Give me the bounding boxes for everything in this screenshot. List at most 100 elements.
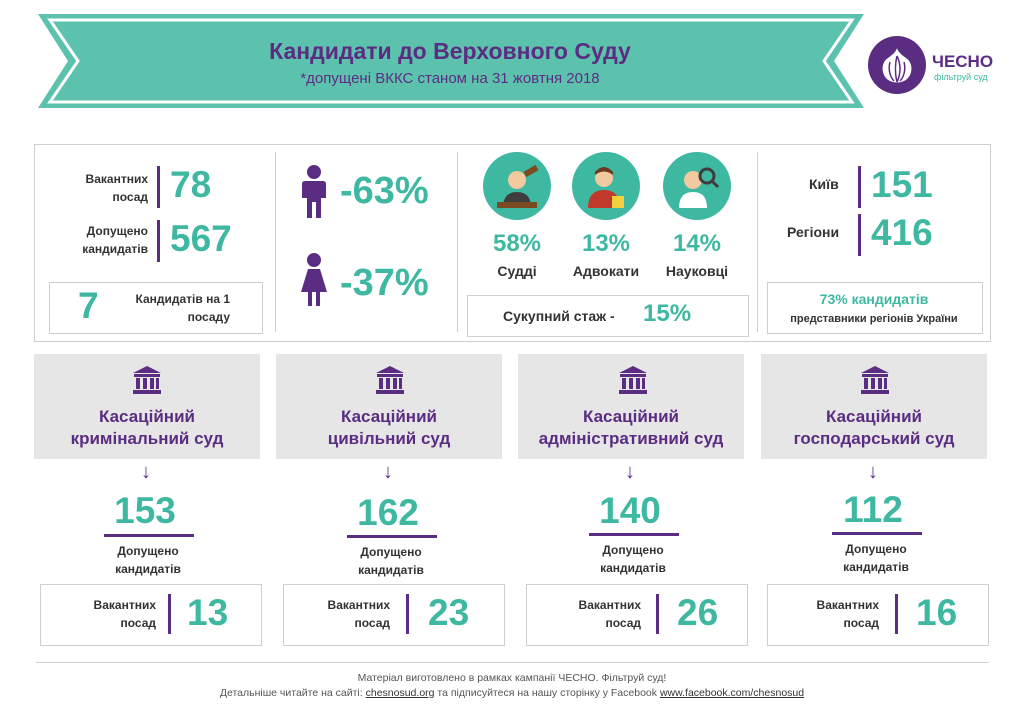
lawyers-percent: 13%: [581, 230, 631, 257]
arrow-down-icon: ↓: [141, 461, 151, 483]
court-vacancies-value: 23: [428, 592, 470, 633]
arrow-down-icon: ↓: [868, 461, 878, 483]
vacancies-bar: [157, 166, 160, 208]
court-admitted-value: 162: [357, 492, 419, 533]
court-vacancies-label-2: посад: [843, 616, 879, 630]
court-vacancies-label-1: Вакантних: [327, 598, 390, 612]
regions-note-sub: представники регіонів України: [790, 313, 958, 325]
court-vacancies-box: [283, 584, 505, 646]
court-name-line2: господарський суд: [793, 429, 955, 448]
logo-tagline: фільтруй суд: [934, 72, 988, 82]
court-vacancies-value: 13: [187, 592, 229, 633]
courthouse-icon: [619, 366, 647, 394]
regions-note-main: 73% кандидатів: [819, 291, 929, 307]
court-name-line1: Касаційний: [99, 407, 195, 426]
court-vacancies-label-1: Вакантних: [93, 598, 156, 612]
court-admitted-label-1: Допущено: [602, 543, 664, 557]
page-title: Кандидати до Верховного Суду: [269, 38, 631, 64]
court-underline: [104, 534, 194, 537]
court-admitted-value: 153: [114, 490, 176, 531]
scientist-icon: [663, 152, 731, 220]
court-vacancies-box: [767, 584, 989, 646]
court-vacancies-label-2: посад: [605, 616, 641, 630]
court-vacancies-box: [526, 584, 748, 646]
court-underline: [832, 532, 922, 535]
experience-value: 15%: [643, 300, 692, 327]
kyiv-label: Київ: [809, 176, 839, 192]
court-admitted-value: 112: [843, 489, 903, 530]
female-percent: -37%: [340, 262, 429, 304]
judges-percent: 58%: [492, 230, 542, 257]
courthouse-icon: [861, 366, 889, 394]
kyiv-value: 151: [871, 164, 933, 205]
ratio-label: Кандидатів на 1 посаду: [135, 292, 230, 324]
logo-name: ЧЕСНО: [932, 52, 994, 71]
court-admitted-label-1: Допущено: [117, 544, 179, 558]
court-vacancies-label-2: посад: [354, 616, 390, 630]
admitted-bar: [157, 220, 160, 262]
court-admitted-label-2: кандидатів: [843, 560, 909, 574]
divider: [275, 152, 276, 332]
court-vacancies-bar: [168, 594, 171, 634]
court-vacancies-value: 16: [916, 592, 958, 633]
site-link[interactable]: chesnosud.org: [365, 687, 435, 699]
ratio-box: [49, 282, 263, 334]
court-name-line1: Касаційний: [826, 407, 922, 426]
divider: [457, 152, 458, 332]
page-subtitle: *допущені ВККС станом на 31 жовтня 2018: [300, 70, 600, 87]
court-underline: [347, 535, 437, 538]
garlic-icon: [882, 48, 912, 83]
court-vacancies-value: 26: [677, 592, 719, 633]
courthouse-icon: [376, 366, 404, 394]
male-percent: -63%: [340, 170, 429, 212]
court-name-line2: кримінальний суд: [70, 429, 224, 448]
court-vacancies-label-1: Вакантних: [578, 598, 641, 612]
female-person-icon: [301, 253, 327, 306]
regions-bar: [858, 214, 861, 256]
scientists-label: Науковці: [665, 263, 729, 279]
court-vacancies-label-2: посад: [120, 616, 156, 630]
court-admitted-label-2: кандидатів: [115, 562, 181, 576]
judges-label: Судді: [497, 263, 537, 279]
regions-label: Регіони: [787, 224, 840, 240]
footer-line2: Детальніше читайте на сайті: chesnosud.o…: [0, 687, 1024, 699]
court-admitted-label-1: Допущено: [845, 542, 907, 556]
experience-box: [467, 295, 749, 337]
male-person-icon: [302, 165, 326, 218]
vacancies-label: Вакантних посад: [85, 172, 148, 204]
court-admitted-label-2: кандидатів: [600, 561, 666, 575]
court-vacancies-bar: [656, 594, 659, 634]
admitted-label: Допущено кандидатів: [82, 224, 148, 256]
court-vacancies-label-1: Вакантних: [816, 598, 879, 612]
court-vacancies-bar: [895, 594, 898, 634]
courthouse-icon: [133, 366, 161, 394]
court-name-line2: цивільний суд: [327, 429, 451, 448]
kyiv-bar: [858, 166, 861, 208]
footer-divider: [36, 662, 989, 663]
judge-icon: [483, 152, 551, 220]
court-vacancies-box: [40, 584, 262, 646]
court-admitted-label-1: Допущено: [360, 545, 422, 559]
arrow-down-icon: ↓: [383, 461, 393, 483]
lawyers-label: Адвокати: [572, 263, 640, 279]
arrow-down-icon: ↓: [625, 461, 635, 483]
ratio-value: 7: [78, 285, 99, 326]
experience-label: Сукупний стаж -: [503, 308, 615, 324]
header-banner: [38, 14, 864, 108]
logo[interactable]: [868, 36, 926, 94]
court-admitted-label-2: кандидатів: [358, 563, 424, 577]
court-name-line1: Касаційний: [583, 407, 679, 426]
regions-note-box: [767, 282, 983, 334]
court-name-line1: Касаційний: [341, 407, 437, 426]
court-vacancies-bar: [406, 594, 409, 634]
divider: [757, 152, 758, 332]
vacancies-value: 78: [170, 164, 212, 205]
footer-line1: Матеріал виготовлено в рамках кампанії Ч…: [357, 672, 667, 684]
lawyer-icon: [572, 152, 640, 220]
court-admitted-value: 140: [599, 490, 661, 531]
court-name-line2: адміністративний суд: [538, 429, 724, 448]
facebook-link[interactable]: www.facebook.com/chesnosud: [659, 687, 805, 699]
admitted-value: 567: [170, 218, 232, 259]
footer-prefix: Детальніше читайте на сайті:: [219, 687, 363, 699]
court-underline: [589, 533, 679, 536]
